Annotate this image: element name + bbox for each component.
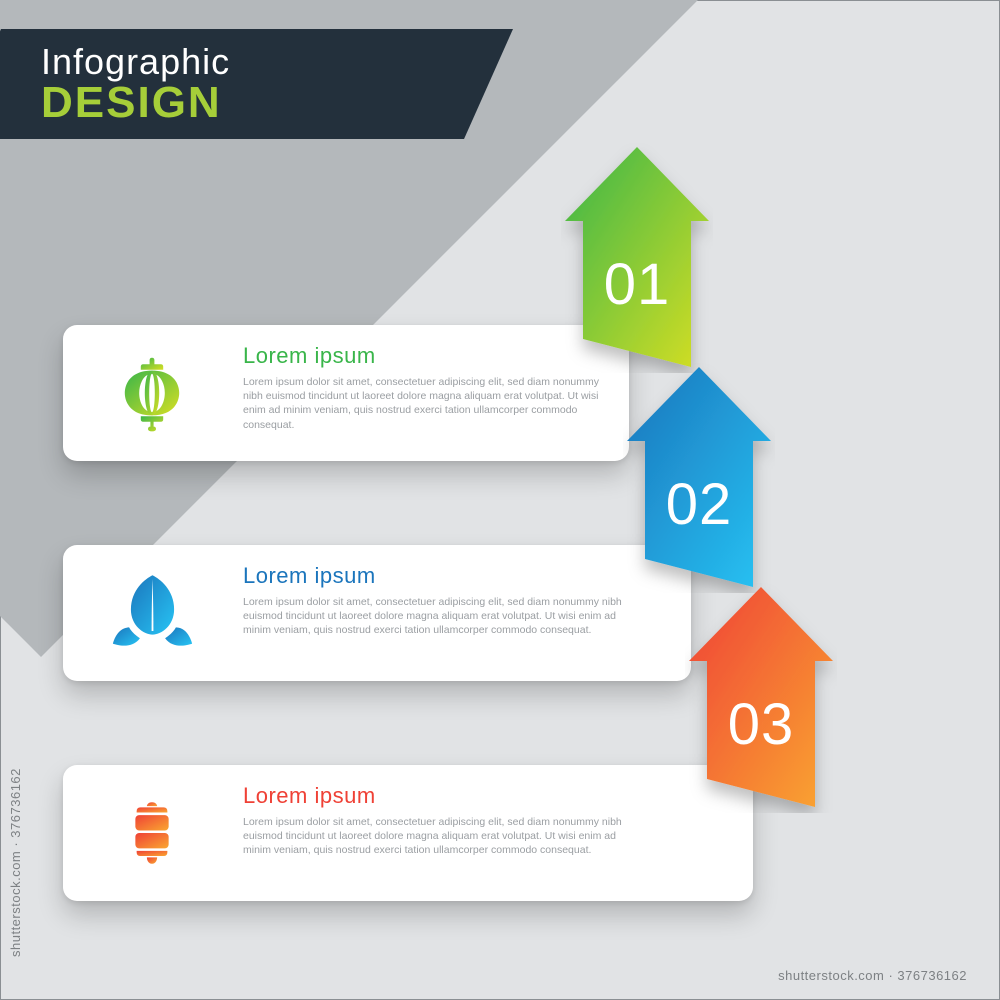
header-banner: Infographic DESIGN — [1, 29, 513, 139]
arrow: 01 — [561, 143, 713, 373]
infographic-item: Lorem ipsum Lorem ipsum dolor sit amet, … — [63, 583, 883, 903]
stage: Infographic DESIGN Lorem ipsum Lorem ips… — [0, 0, 1000, 1000]
watermark-vertical: shutterstock.com · 376736162 — [8, 768, 23, 957]
header-title-line2: DESIGN — [41, 81, 513, 125]
card-heading: Lorem ipsum — [243, 783, 729, 809]
step-number: 02 — [623, 471, 775, 538]
arrow: 03 — [685, 583, 837, 813]
arrow: 02 — [623, 363, 775, 593]
card: Lorem ipsum Lorem ipsum dolor sit amet, … — [63, 765, 753, 901]
watermark-horizontal: shutterstock.com · 376736162 — [778, 968, 967, 983]
step-number: 01 — [561, 251, 713, 318]
drum-lantern-icon — [120, 785, 184, 881]
header-title-line1: Infographic — [41, 43, 513, 81]
step-number: 03 — [685, 691, 837, 758]
card-body: Lorem ipsum dolor sit amet, consectetuer… — [243, 815, 623, 858]
card-icon — [97, 783, 207, 883]
